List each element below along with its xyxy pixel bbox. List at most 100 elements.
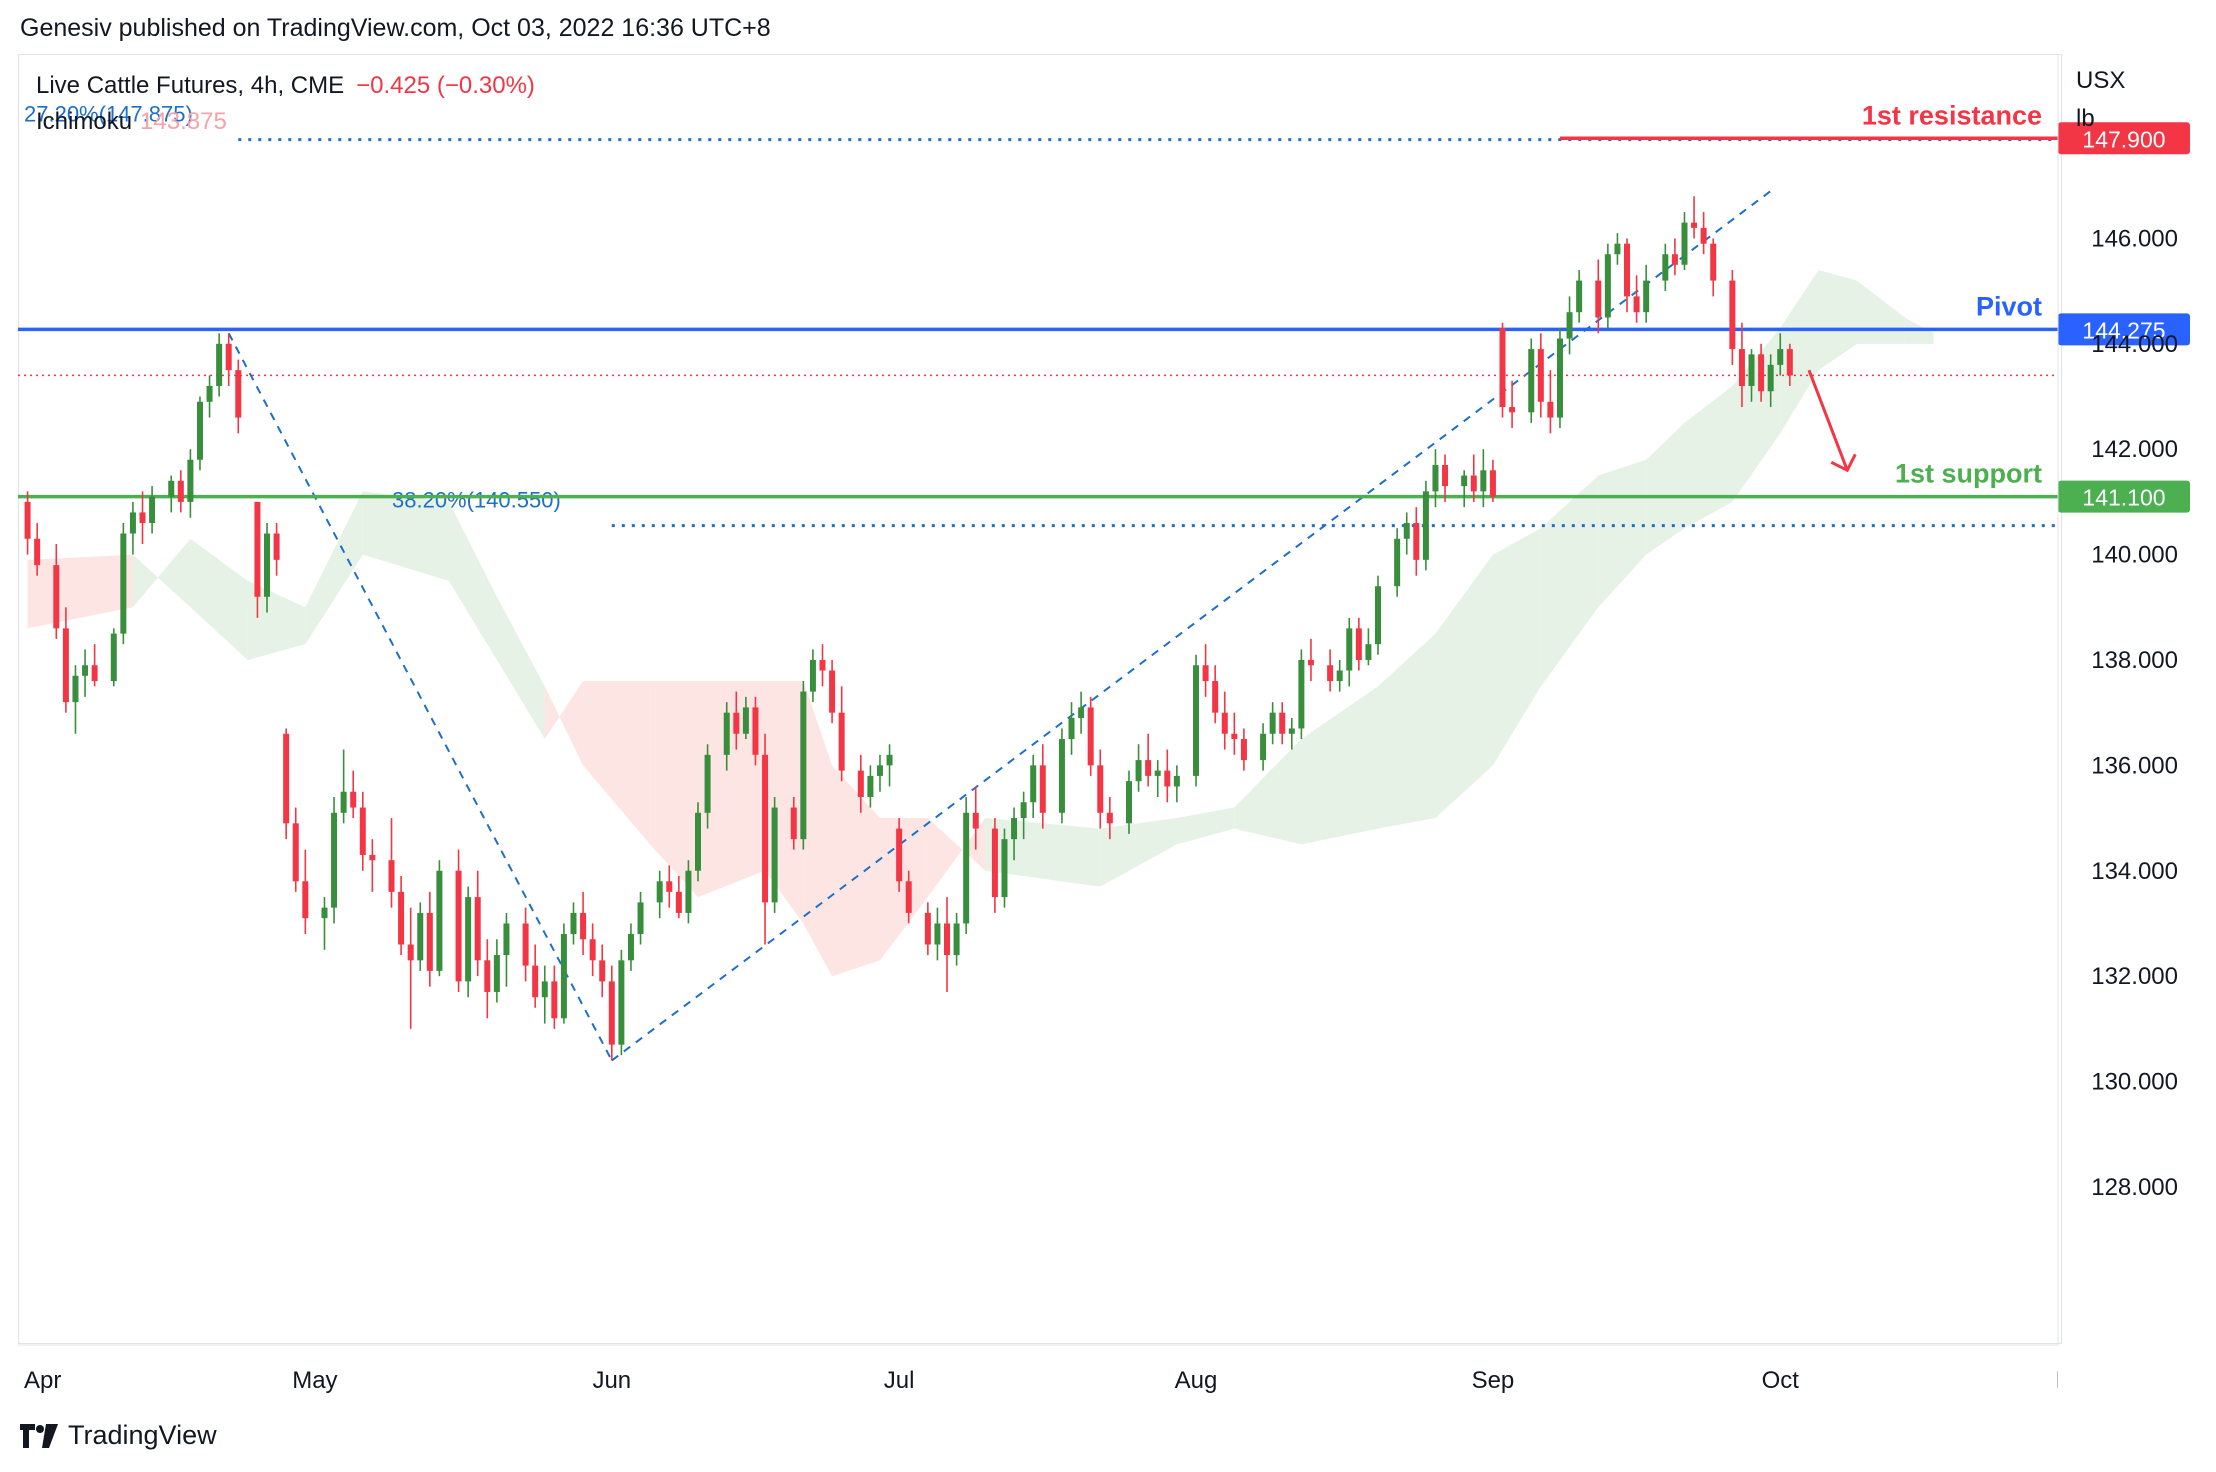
x-tick-label: Oct: [1762, 1367, 1800, 1394]
candle: [321, 897, 328, 950]
candle-body: [196, 401, 203, 460]
candle-body: [1365, 644, 1372, 660]
candle-body: [1307, 659, 1314, 666]
cloud-segment: [362, 491, 449, 581]
candle-body: [1001, 839, 1008, 898]
candle: [426, 891, 433, 987]
candle: [196, 396, 203, 471]
candle-body: [1269, 712, 1276, 734]
candle-body: [589, 939, 596, 961]
candle: [819, 644, 826, 687]
candle: [1078, 691, 1085, 734]
level-price-label: 147.900: [2082, 126, 2165, 152]
candle: [225, 333, 232, 386]
candle-body: [1738, 349, 1745, 386]
candle: [733, 691, 740, 750]
candle: [1767, 354, 1774, 408]
cloud-segment: [1100, 818, 1177, 887]
candle-body: [1499, 328, 1506, 408]
candle-body: [216, 343, 223, 386]
candle-body: [972, 812, 979, 829]
candle: [24, 491, 31, 555]
y-tick-label: 128.000: [2091, 1174, 2178, 1201]
legend: Live Cattle Futures, 4h, CME −0.425 (−0.3…: [36, 68, 535, 140]
annotations: [1807, 369, 1857, 473]
cloud-segment: [765, 681, 804, 924]
candle-body: [704, 754, 711, 813]
candle-body: [1145, 760, 1152, 776]
candle: [857, 754, 864, 813]
candle-body: [1097, 765, 1104, 813]
candle: [838, 686, 845, 782]
candle-body: [1489, 470, 1496, 497]
candle: [1298, 649, 1305, 740]
candle: [1528, 338, 1535, 423]
candle-body: [627, 933, 634, 961]
symbol-label: Live Cattle Futures, 4h, CME: [36, 72, 345, 99]
candle-body: [1547, 401, 1554, 418]
tradingview-footer[interactable]: TradingView: [20, 1420, 217, 1451]
candle: [283, 728, 290, 840]
candle: [876, 754, 883, 792]
candle-body: [857, 770, 864, 797]
candle-body: [1786, 349, 1793, 376]
candle: [1058, 728, 1065, 824]
level-name: 1st resistance: [1862, 100, 2042, 130]
candle-body: [110, 633, 117, 682]
candle-body: [666, 881, 673, 892]
candle-body: [1125, 781, 1132, 824]
unit-label: lb: [2076, 105, 2095, 132]
candle: [1231, 712, 1238, 755]
candle-body: [1556, 338, 1563, 418]
candle-body: [1298, 659, 1305, 729]
candle: [963, 796, 970, 934]
candle: [1336, 659, 1343, 692]
chart-svg[interactable]: 27.20%(147.875) 38.20%(140.550) 1st resis…: [0, 0, 2216, 1400]
cloud-segment: [1598, 459, 1647, 608]
candle: [560, 923, 567, 1024]
candle: [627, 923, 634, 971]
candle-body: [695, 812, 701, 871]
candle-body: [1212, 681, 1219, 713]
candle: [1556, 328, 1563, 429]
candle: [1614, 233, 1621, 265]
candle: [62, 607, 69, 713]
candle: [886, 744, 893, 787]
candle: [1403, 512, 1410, 555]
candle-body: [503, 923, 510, 956]
candle-body: [1537, 349, 1544, 402]
candle-body: [1509, 407, 1516, 413]
candle: [580, 891, 587, 956]
candle-body: [1633, 296, 1640, 313]
chart-frame[interactable]: [18, 54, 2062, 1344]
ichimoku-cloud: [27, 270, 1934, 977]
candle: [417, 902, 424, 971]
candle-body: [762, 754, 769, 903]
candle-body: [398, 891, 405, 945]
candle: [1748, 349, 1755, 402]
x-tick-label: Jul: [884, 1367, 915, 1394]
candle-body: [187, 459, 194, 502]
candle-body: [1403, 522, 1410, 539]
fib-level-label: 38.20%(140.550): [392, 488, 561, 513]
candle: [1480, 449, 1487, 508]
candle: [1375, 575, 1381, 655]
candle-body: [1758, 354, 1765, 392]
candle-body: [426, 912, 433, 971]
candle-body: [359, 807, 366, 855]
candle-body: [1643, 280, 1650, 313]
candle: [589, 923, 596, 977]
candle: [1365, 628, 1372, 666]
candle: [1288, 717, 1295, 750]
cloud-segment: [448, 501, 497, 660]
level-price-tag: [2058, 480, 2190, 513]
cloud-segment: [1378, 633, 1436, 829]
candle-body: [1413, 522, 1420, 560]
candle-body: [1566, 312, 1573, 339]
candle: [1777, 333, 1784, 376]
candle: [637, 891, 644, 945]
candle: [790, 796, 797, 850]
y-tick-label: 144.000: [2091, 331, 2178, 358]
cloud-segment: [132, 538, 191, 608]
candle: [1604, 243, 1611, 329]
